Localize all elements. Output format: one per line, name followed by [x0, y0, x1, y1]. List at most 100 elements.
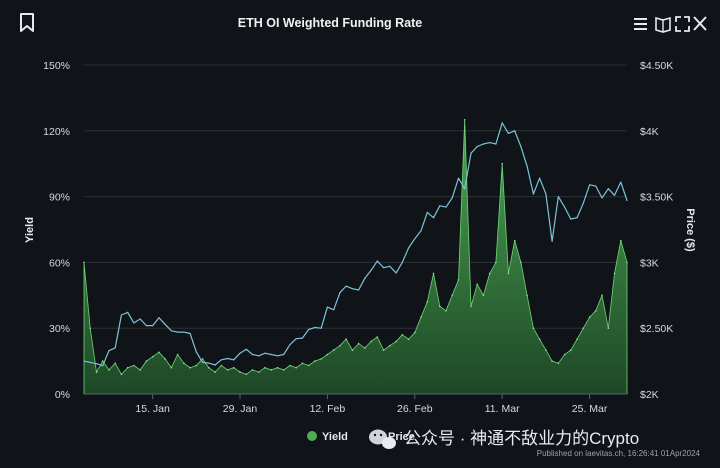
yield-point	[89, 327, 91, 330]
yield-point	[570, 349, 572, 351]
price-point	[227, 357, 229, 360]
price-line	[83, 122, 628, 367]
bookmark-icon[interactable]	[20, 13, 34, 32]
price-point	[208, 362, 210, 364]
price-point	[370, 269, 372, 271]
y-left-tick-label: 150%	[43, 60, 70, 72]
yield-point	[83, 261, 85, 264]
price-point	[489, 142, 491, 144]
price-point	[358, 289, 360, 291]
legend-item-yield[interactable]: Yield	[307, 431, 348, 443]
yield-point	[538, 338, 541, 341]
price-point	[189, 332, 191, 335]
watermark-text: 公众号 · 神通不敌业力的Crypto	[404, 429, 639, 448]
price-point	[551, 240, 553, 242]
yield-point	[426, 301, 429, 303]
price-point	[501, 122, 503, 124]
y-right-tick-label: $2.50K	[640, 323, 673, 335]
price-point	[152, 325, 154, 327]
yield-point	[607, 327, 610, 330]
legend-label-yield: Yield	[322, 431, 348, 443]
yield-point	[95, 371, 98, 373]
y-right-tick-label: $4K	[640, 126, 659, 138]
price-point	[470, 152, 472, 154]
yield-point	[151, 355, 154, 358]
yield-point	[251, 369, 254, 371]
yield-point	[326, 353, 329, 356]
price-series	[83, 122, 628, 367]
price-point	[233, 359, 235, 361]
price-point	[89, 361, 91, 363]
price-point	[582, 202, 584, 204]
price-point	[283, 353, 285, 356]
price-point	[351, 288, 353, 290]
yield-point	[482, 294, 485, 297]
yield-point	[370, 340, 372, 343]
price-point	[408, 247, 410, 249]
price-point	[482, 143, 484, 145]
book-icon[interactable]	[655, 16, 671, 33]
price-point	[127, 311, 129, 313]
yield-point	[264, 366, 266, 369]
yield-point	[357, 342, 360, 345]
yield-point	[620, 239, 622, 242]
price-point	[345, 285, 347, 287]
fullscreen-icon[interactable]	[675, 16, 690, 32]
yield-point	[395, 340, 397, 343]
yield-point	[545, 349, 547, 351]
price-point	[314, 326, 316, 329]
price-point	[295, 338, 297, 340]
price-point	[139, 318, 141, 320]
price-point	[576, 217, 578, 219]
price-point	[120, 314, 122, 316]
yield-point	[582, 327, 585, 330]
yield-point	[532, 327, 535, 330]
x-tick-label: 25. Mar	[572, 403, 608, 415]
yield-point	[220, 364, 223, 367]
price-point	[177, 331, 179, 333]
price-point	[557, 196, 559, 198]
price-point	[520, 146, 522, 148]
yield-point	[626, 261, 628, 264]
yield-point	[563, 353, 566, 356]
price-point	[395, 272, 397, 274]
price-point	[239, 352, 241, 354]
price-point	[333, 309, 335, 311]
yield-point	[376, 336, 379, 338]
menu-icon[interactable]	[634, 18, 647, 30]
yield-point	[420, 316, 422, 319]
close-icon[interactable]	[693, 16, 707, 31]
yield-point	[208, 366, 210, 369]
yield-point	[282, 369, 285, 371]
x-tick-label: 11. Mar	[485, 403, 520, 415]
price-point	[214, 364, 216, 366]
yield-point	[526, 294, 528, 297]
price-point	[420, 230, 422, 232]
price-point	[183, 331, 185, 333]
price-point	[364, 277, 366, 279]
price-point	[220, 359, 222, 361]
yield-point	[414, 331, 416, 334]
yield-point	[201, 358, 204, 360]
yield-point	[245, 373, 248, 376]
watermark: 公众号 · 神通不敌业力的Crypto	[369, 429, 639, 449]
yield-point	[513, 239, 516, 242]
price-point	[464, 188, 466, 190]
yield-point	[314, 360, 316, 362]
yield-point	[601, 294, 603, 297]
price-point	[389, 265, 391, 267]
yield-point	[501, 162, 504, 165]
price-point	[601, 197, 603, 199]
price-point	[301, 337, 303, 339]
price-point	[308, 328, 310, 331]
price-point	[376, 260, 378, 262]
yield-point	[114, 362, 116, 365]
yield-point	[195, 364, 198, 367]
yield-point	[295, 366, 298, 369]
yield-point	[613, 272, 616, 275]
x-tick-label: 15. Jan	[135, 403, 170, 415]
price-point	[613, 194, 616, 196]
y-right-tick-label: $3.50K	[640, 192, 673, 204]
price-point	[426, 211, 428, 213]
price-point	[170, 330, 172, 332]
